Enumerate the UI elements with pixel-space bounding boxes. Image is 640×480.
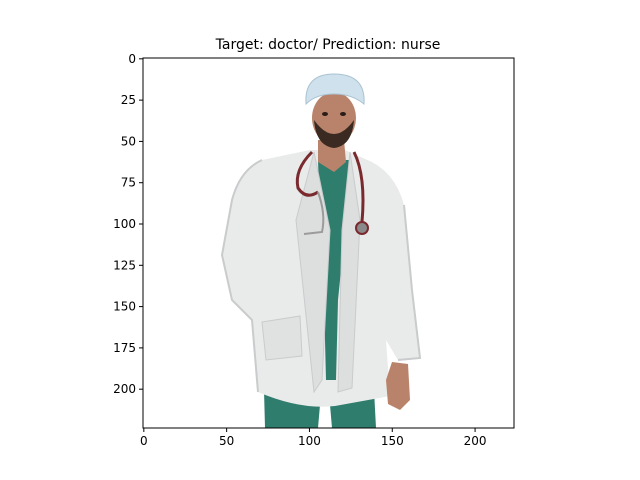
x-tick-label: 100 <box>298 434 321 448</box>
x-tick-label: 50 <box>219 434 234 448</box>
y-tick-label: 200 <box>113 382 136 396</box>
y-tick-label: 50 <box>121 134 136 148</box>
x-axis: 0 50 100 150 200 <box>140 428 487 448</box>
axes: 0 50 100 150 200 0 25 50 75 100 125 150 175 200 <box>113 52 515 448</box>
y-tick-label: 125 <box>113 258 136 272</box>
axes-frame <box>142 57 515 429</box>
y-tick-label: 150 <box>113 300 136 314</box>
x-tick-label: 200 <box>464 434 487 448</box>
y-tick-label: 175 <box>113 341 136 355</box>
chart-title: Target: doctor/ Prediction: nurse <box>215 37 441 53</box>
y-tick-label: 100 <box>113 217 136 231</box>
doctor-image <box>220 73 422 428</box>
y-tick-label: 0 <box>128 52 136 66</box>
y-tick-label: 25 <box>121 93 136 107</box>
y-tick-label: 75 <box>121 176 136 190</box>
x-tick-label: 0 <box>140 434 148 448</box>
x-tick-label: 150 <box>381 434 404 448</box>
image-panel <box>143 58 514 428</box>
y-axis: 0 25 50 75 100 125 150 175 200 <box>113 52 143 396</box>
